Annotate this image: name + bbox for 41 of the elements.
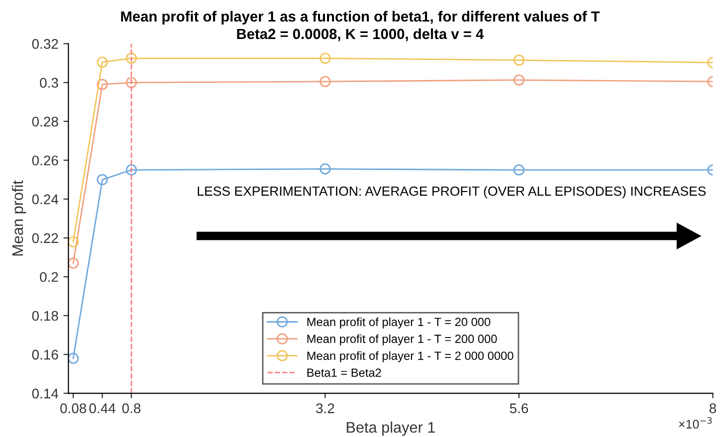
legend-label: Beta1 = Beta2 xyxy=(307,368,382,377)
point xyxy=(68,258,79,269)
point xyxy=(126,164,137,176)
point xyxy=(96,78,108,90)
point xyxy=(513,74,525,86)
chart-subtitle: Beta2 = 0.0008, K = 1000, delta v = 4 xyxy=(237,28,484,42)
legend-label: Mean profit of player 1 - T = 20 000 xyxy=(307,317,490,328)
y-tick-label: 0.28 xyxy=(32,116,58,127)
y-tick-label: 0.32 xyxy=(32,39,58,49)
point xyxy=(96,174,108,186)
point xyxy=(126,52,137,64)
x-axis-title: Beta player 1 xyxy=(346,422,435,436)
point xyxy=(96,56,108,68)
legend-label: Mean profit of player 1 - T = 200 000 xyxy=(307,334,497,346)
point xyxy=(513,54,525,66)
x-tick-label: 0.08 xyxy=(60,403,86,414)
y-axis-title: Mean profit xyxy=(12,180,26,256)
y-tick-label: 0.24 xyxy=(32,194,58,204)
x-tick-label: 5.6 xyxy=(510,403,528,414)
x-tick-label: 0.44 xyxy=(89,403,116,414)
legend-label: Mean profit of player 1 - T = 2 000 0000 xyxy=(307,351,514,362)
annotation: LESS EXPERIMENTATION: AVERAGE PROFIT (OVER ALL EPISODES) INCREASES xyxy=(198,186,706,198)
y-tick-label: 0.2 xyxy=(40,272,58,282)
chart-title: Mean profit of player 1 as a function of beta1, for different values of T xyxy=(121,10,600,25)
y-tick-label: 0.3 xyxy=(40,78,58,88)
y-tick-label: 0.22 xyxy=(32,233,58,244)
point xyxy=(320,52,331,64)
y-tick-label: 0.16 xyxy=(32,350,58,360)
point xyxy=(68,236,79,248)
point xyxy=(126,76,137,88)
y-tick-label: 0.14 xyxy=(32,388,58,398)
text: ×10$^{−3}$ xyxy=(679,417,712,429)
y-tick-label: 0.26 xyxy=(32,156,58,166)
x-tick-label: 8 xyxy=(710,403,716,414)
x-tick-label: 3.2 xyxy=(316,403,334,414)
point xyxy=(68,352,79,364)
point xyxy=(320,163,331,175)
x-tick-label: 0.8 xyxy=(122,403,140,414)
point xyxy=(320,76,331,88)
y-tick-label: 0.18 xyxy=(32,310,58,321)
point xyxy=(513,164,525,176)
